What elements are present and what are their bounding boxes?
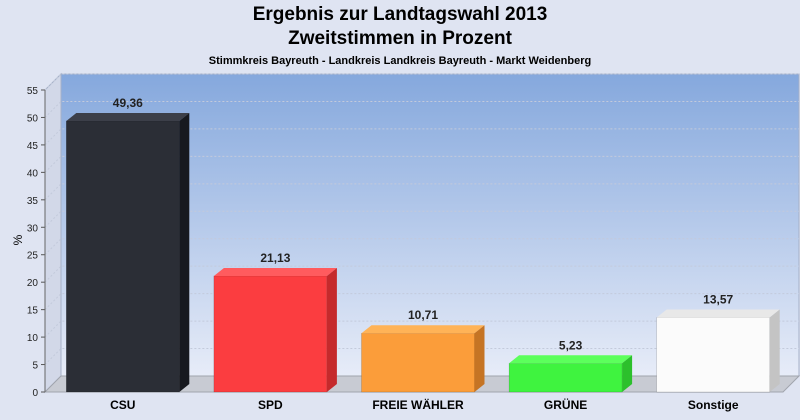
x-tick-label: Sonstige: [688, 398, 739, 412]
value-label: 13,57: [703, 292, 733, 306]
y-tick-label: 55: [27, 86, 39, 97]
x-tick-label: FREIE WÄHLER: [372, 397, 464, 412]
bar-side: [474, 325, 485, 392]
chart-title: Ergebnis zur Landtagswahl 2013: [252, 4, 548, 25]
bar-top: [509, 355, 633, 364]
bar-gr-ne: [508, 355, 633, 393]
bar-top: [66, 112, 190, 121]
bar-front: [508, 363, 623, 393]
y-tick-label: 40: [27, 168, 39, 179]
bar-csu: [66, 112, 190, 393]
y-tick-label: 15: [27, 306, 39, 317]
bar-front: [213, 275, 328, 393]
bar-side: [326, 267, 337, 392]
chart-subtitle: Zweitstimmen in Prozent: [288, 28, 512, 49]
bar-top: [361, 325, 485, 334]
bar-front: [656, 317, 770, 393]
bar-top: [656, 309, 780, 318]
x-tick-label: CSU: [110, 398, 135, 412]
x-tick-label: SPD: [258, 398, 283, 412]
value-label: 49,36: [113, 96, 143, 110]
x-tick-label: GRÜNE: [544, 397, 587, 412]
bar-spd: [213, 267, 337, 393]
bar-front: [361, 332, 475, 393]
y-tick-label: 45: [27, 141, 39, 152]
bar-front: [66, 120, 180, 393]
bar-freie-w-hler: [361, 325, 485, 393]
bar-sonstige: [656, 309, 780, 393]
bar-side: [769, 309, 780, 392]
y-tick-label: 10: [27, 333, 39, 344]
y-tick-label: 30: [27, 223, 39, 234]
chart-caption: Stimmkreis Bayreuth - Landkreis Landkrei…: [208, 55, 592, 67]
value-label: 5,23: [559, 338, 583, 352]
value-label: 10,71: [408, 308, 438, 322]
y-tick-label: 25: [27, 251, 39, 262]
bar-side: [179, 112, 190, 393]
value-label: 21,13: [260, 251, 290, 265]
y-tick-label: 50: [27, 113, 39, 124]
bar-side: [622, 355, 633, 392]
y-tick-label: 0: [32, 388, 38, 399]
y-tick-label: 20: [27, 278, 39, 289]
bar-top: [213, 267, 337, 276]
plot-side-wall: [44, 72, 62, 394]
y-tick-label: 5: [32, 361, 38, 372]
y-axis-label: %: [11, 234, 25, 245]
y-tick-label: 35: [27, 196, 39, 207]
